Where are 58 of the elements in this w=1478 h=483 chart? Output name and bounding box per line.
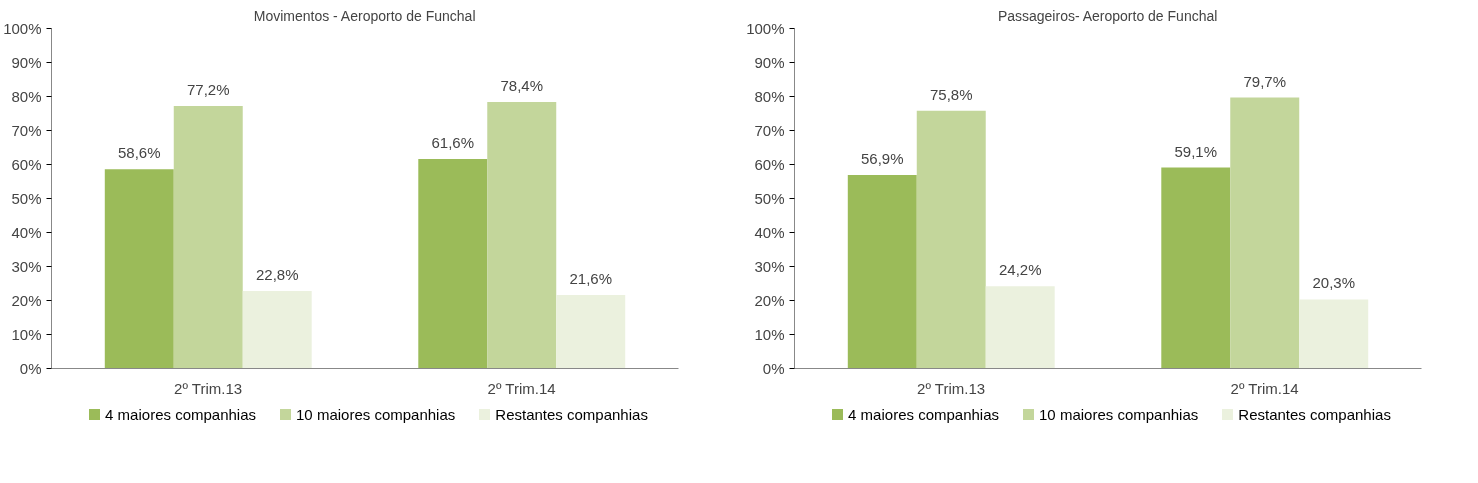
y-tick-label: 80% xyxy=(11,88,42,105)
legend-label: 10 maiores companhias xyxy=(296,405,456,425)
bar xyxy=(1230,97,1300,369)
y-tick-label: 10% xyxy=(754,326,785,343)
y-tick-label: 60% xyxy=(11,156,42,173)
legend-label: Restantes companhias xyxy=(495,405,648,425)
data-label: 22,8% xyxy=(255,265,299,283)
bar xyxy=(487,101,557,369)
y-tick-label: 10% xyxy=(11,326,42,343)
y-tick-label: 70% xyxy=(754,122,785,139)
y-tick-label: 100% xyxy=(746,20,785,37)
bar xyxy=(916,110,986,369)
y-tick-label: 40% xyxy=(754,224,785,241)
y-tick-label: 90% xyxy=(754,54,785,71)
bar xyxy=(556,295,626,369)
bar xyxy=(1161,167,1231,369)
data-label: 24,2% xyxy=(998,261,1042,279)
legend-label: 4 maiores companhias xyxy=(105,405,257,425)
y-tick-label: 100% xyxy=(3,20,42,37)
data-label: 59,1% xyxy=(1174,142,1218,160)
y-tick-label: 60% xyxy=(754,156,785,173)
legend-label: 10 maiores companhias xyxy=(1039,405,1199,425)
data-label: 75,8% xyxy=(929,85,973,103)
y-tick-label: 30% xyxy=(754,258,785,275)
legend-label: Restantes companhias xyxy=(1238,405,1391,425)
y-tick-label: 50% xyxy=(11,190,42,207)
x-tick-label: 2º Trim.13 xyxy=(174,379,243,397)
y-tick-label: 70% xyxy=(11,122,42,139)
x-tick-label: 2º Trim.14 xyxy=(1230,379,1299,397)
y-tick-label: 80% xyxy=(754,88,785,105)
chart-title: Movimentos - Aeroporto de Funchal xyxy=(253,7,476,24)
data-label: 78,4% xyxy=(500,76,544,94)
data-label: 79,7% xyxy=(1243,72,1287,90)
bar xyxy=(847,175,917,369)
chart-title: Passageiros- Aeroporto de Funchal xyxy=(997,7,1218,24)
y-tick-label: 0% xyxy=(762,360,785,377)
bar xyxy=(173,106,243,369)
legend-label: 4 maiores companhias xyxy=(848,405,1000,425)
y-tick-label: 90% xyxy=(11,54,42,71)
y-tick-label: 30% xyxy=(11,258,42,275)
data-label: 56,9% xyxy=(861,150,904,168)
y-tick-label: 20% xyxy=(11,292,42,309)
data-label: 77,2% xyxy=(186,81,230,99)
y-tick-label: 0% xyxy=(19,360,42,377)
bar xyxy=(104,169,174,369)
data-label: 21,6% xyxy=(569,270,612,288)
bar xyxy=(242,290,312,369)
bar xyxy=(418,159,488,369)
data-label: 61,6% xyxy=(431,134,475,152)
y-tick-label: 50% xyxy=(754,190,785,207)
data-label: 20,3% xyxy=(1312,274,1355,292)
y-tick-label: 20% xyxy=(754,292,785,309)
bar xyxy=(985,286,1055,369)
x-tick-label: 2º Trim.13 xyxy=(917,379,986,397)
data-label: 58,6% xyxy=(118,144,161,162)
bar xyxy=(1299,299,1369,369)
y-tick-label: 40% xyxy=(11,224,42,241)
x-tick-label: 2º Trim.14 xyxy=(487,379,556,397)
